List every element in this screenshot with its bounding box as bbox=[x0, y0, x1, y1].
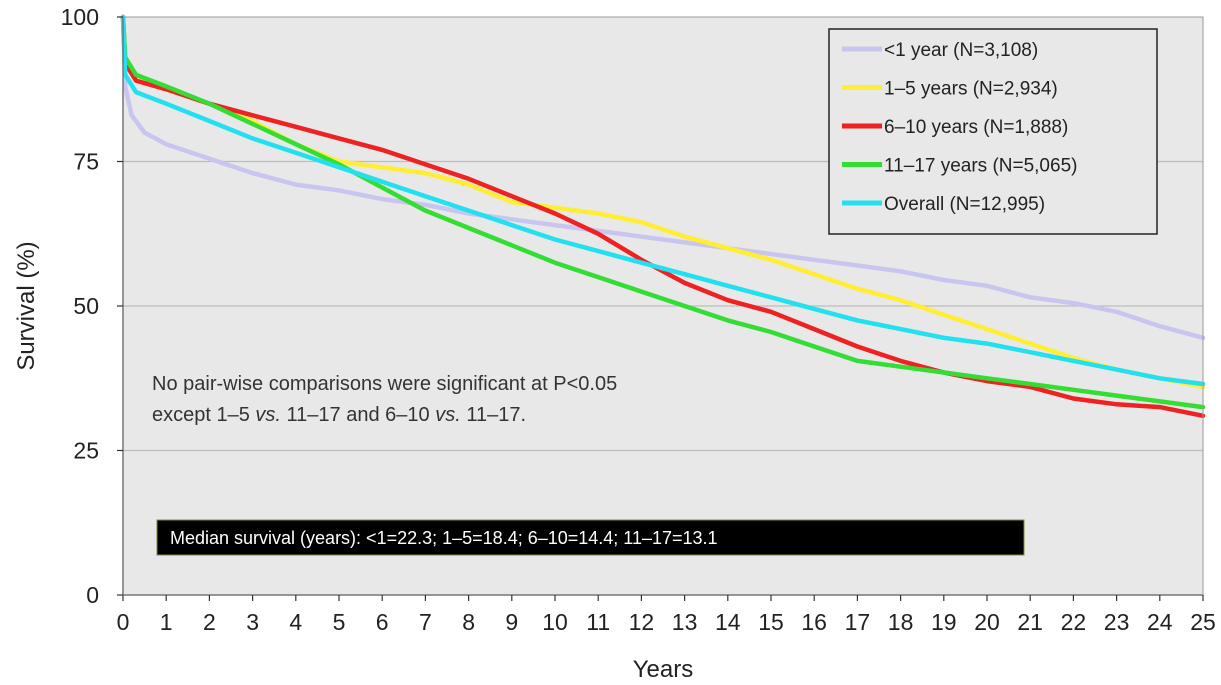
y-tick-label-50: 50 bbox=[73, 293, 99, 319]
median-banner-box bbox=[156, 519, 1025, 556]
note-line-2: except 1–5 vs. 11–17 and 6–10 vs. 11–17. bbox=[152, 404, 526, 426]
x-tick-label-21: 21 bbox=[1017, 609, 1043, 635]
y-tick-label-75: 75 bbox=[73, 149, 99, 175]
x-tick-label-2: 2 bbox=[203, 609, 216, 635]
y-tick-label-0: 0 bbox=[86, 582, 99, 608]
legend-label-lt1-year: <1 year (N=3,108) bbox=[884, 40, 1038, 61]
y-tick-label-100: 100 bbox=[61, 4, 99, 30]
note-part-b: 11–17 and 6–10 bbox=[281, 404, 435, 426]
x-tick-label-18: 18 bbox=[888, 609, 914, 635]
series-line-lt1-year bbox=[120, 14, 1206, 341]
x-tick-label-5: 5 bbox=[333, 609, 346, 635]
x-tick-label-16: 16 bbox=[801, 609, 827, 635]
x-tick-label-15: 15 bbox=[758, 609, 784, 635]
legend-label-11-17-years: 11–17 years (N=5,065) bbox=[884, 156, 1077, 177]
x-tick-label-12: 12 bbox=[629, 609, 655, 635]
legend-label-overall: Overall (N=12,995) bbox=[884, 194, 1045, 215]
median-banner-text: Median survival (years): <1=22.3; 1–5=18… bbox=[170, 528, 718, 548]
note-part-c: 11–17. bbox=[461, 404, 526, 426]
legend-label-1-5-years: 1–5 years (N=2,934) bbox=[884, 79, 1058, 100]
x-tick-label-6: 6 bbox=[376, 609, 389, 635]
series-line-6-10-years bbox=[120, 14, 1206, 419]
x-tick-label-14: 14 bbox=[715, 609, 741, 635]
x-tick-label-3: 3 bbox=[246, 609, 259, 635]
x-tick-label-0: 0 bbox=[117, 609, 130, 635]
significance-note: No pair-wise comparisons were significan… bbox=[152, 373, 617, 426]
x-tick-label-20: 20 bbox=[974, 609, 1000, 635]
series-lines bbox=[120, 14, 1206, 419]
x-tick-label-1: 1 bbox=[160, 609, 173, 635]
series-line-overall bbox=[120, 14, 1206, 387]
note-line-1: No pair-wise comparisons were significan… bbox=[152, 373, 617, 395]
note-vs-1: vs. bbox=[255, 404, 281, 426]
x-tick-label-4: 4 bbox=[289, 609, 302, 635]
x-tick-label-19: 19 bbox=[931, 609, 957, 635]
legend-label-6-10-years: 6–10 years (N=1,888) bbox=[884, 117, 1068, 138]
x-tick-label-9: 9 bbox=[505, 609, 518, 635]
y-tick-labels: 0 25 50 75 100 bbox=[61, 4, 123, 608]
note-vs-2: vs. bbox=[435, 404, 461, 426]
note-part-a: except 1–5 bbox=[152, 404, 255, 426]
x-tick-label-22: 22 bbox=[1061, 609, 1087, 635]
legend-box bbox=[828, 28, 1158, 235]
y-tick-label-25: 25 bbox=[73, 438, 99, 464]
x-tick-label-13: 13 bbox=[672, 609, 698, 635]
x-tick-label-10: 10 bbox=[542, 609, 568, 635]
series-line-11-17-years bbox=[120, 14, 1206, 410]
x-axis-title: Years bbox=[633, 656, 694, 683]
x-tick-label-25: 25 bbox=[1190, 609, 1216, 635]
x-tick-label-17: 17 bbox=[845, 609, 871, 635]
x-tick-label-24: 24 bbox=[1147, 609, 1173, 635]
x-tick-labels: 0 1 2 3 4 5 6 7 8 9 10 11 12 13 14 15 16 17 18 19 20 21 22 23 24… bbox=[117, 595, 1216, 635]
x-tick-label-8: 8 bbox=[462, 609, 475, 635]
y-axis-title: Survival (%) bbox=[13, 241, 40, 370]
median-survival-banner: Median survival (years): <1=22.3; 1–5=18… bbox=[156, 519, 1025, 556]
legend: <1 year (N=3,108) 1–5 years (N=2,934) 6–10… bbox=[828, 28, 1158, 235]
x-tick-label-7: 7 bbox=[419, 609, 432, 635]
x-tick-label-23: 23 bbox=[1104, 609, 1130, 635]
x-tick-label-11: 11 bbox=[586, 609, 610, 635]
